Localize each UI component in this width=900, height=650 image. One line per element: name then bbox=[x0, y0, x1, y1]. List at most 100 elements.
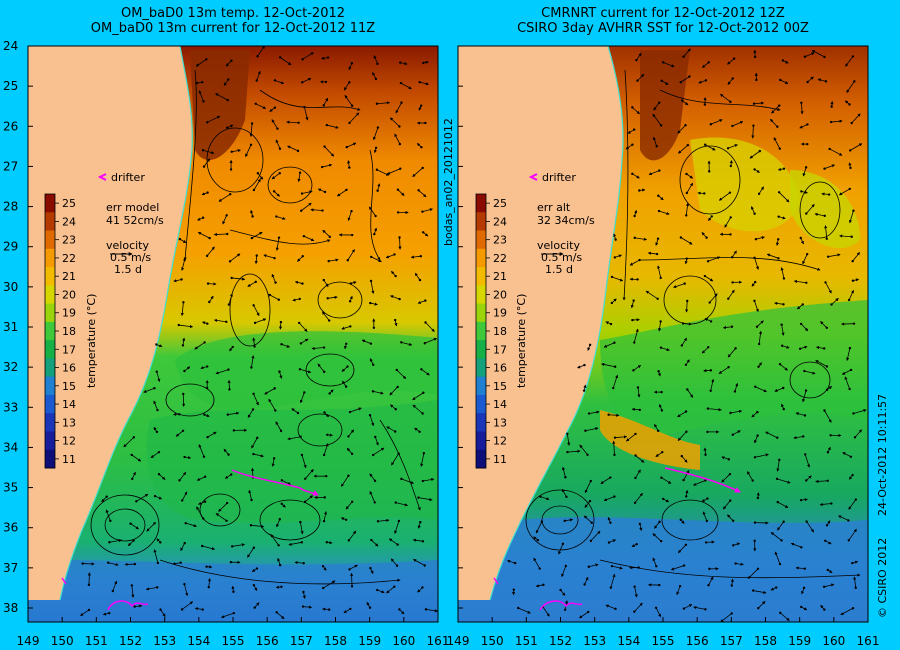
x-tick-label: 158 bbox=[324, 634, 347, 648]
colorbar-swatch bbox=[476, 248, 486, 268]
y-tick-label: 27 bbox=[3, 159, 18, 173]
y-tick-label: 29 bbox=[3, 240, 18, 254]
colorbar-tick-label: 22 bbox=[493, 252, 507, 265]
colorbar-swatch bbox=[476, 394, 486, 414]
left-current-arrows bbox=[80, 46, 438, 620]
left-velocity-time: 1.5 d bbox=[114, 263, 142, 276]
y-tick-label: 25 bbox=[3, 79, 18, 93]
x-tick-label: 153 bbox=[153, 634, 176, 648]
colorbar-tick-label: 17 bbox=[493, 343, 507, 356]
right-title-line1: CMRNRT current for 12-Oct-2012 12Z bbox=[541, 6, 785, 21]
colorbar-tick-label: 21 bbox=[62, 270, 76, 283]
colorbar-swatch bbox=[45, 340, 55, 359]
left-drifter-legend-label: drifter bbox=[111, 171, 145, 184]
right-velocity-time: 1.5 d bbox=[545, 263, 573, 276]
x-tick-label: 150 bbox=[481, 634, 504, 648]
right-map bbox=[458, 46, 868, 622]
colorbar-swatch bbox=[476, 267, 486, 286]
colorbar-tick-label: 20 bbox=[493, 288, 507, 301]
y-tick-label: 37 bbox=[3, 561, 18, 575]
x-tick-label: 151 bbox=[515, 634, 538, 648]
y-tick-label: 28 bbox=[3, 200, 18, 214]
x-tick-label: 157 bbox=[720, 634, 743, 648]
colorbar-tick-label: 13 bbox=[493, 416, 507, 429]
colorbar-tick-label: 12 bbox=[493, 435, 507, 448]
x-tick-label: 157 bbox=[290, 634, 313, 648]
left-title-line2: OM_baD0 13m current for 12-Oct-2012 11Z bbox=[90, 21, 376, 36]
x-tick-label: 155 bbox=[222, 634, 245, 648]
colorbar-swatch bbox=[45, 431, 55, 451]
right-drifter-track-south bbox=[539, 600, 583, 611]
colorbar-tick-label: 15 bbox=[62, 380, 76, 393]
x-tick-label: 154 bbox=[617, 634, 640, 648]
y-tick-label: 33 bbox=[3, 400, 18, 414]
left-colorbar: 25 24 23 22 21 20 19 18 17 16 15 14 13 12 11 bbox=[44, 193, 76, 469]
x-tick-label: 154 bbox=[187, 634, 210, 648]
colorbar-swatch bbox=[476, 285, 486, 305]
colorbar-tick-label: 24 bbox=[493, 215, 507, 228]
x-tick-label: 156 bbox=[256, 634, 279, 648]
x-tick-label: 158 bbox=[754, 634, 777, 648]
colorbar-swatch bbox=[476, 413, 486, 432]
colorbar-tick-label: 14 bbox=[493, 398, 507, 411]
right-velocity-box: velocity 0.5 m/s 1.5 d bbox=[537, 240, 582, 276]
timestamp-label: 24-Oct-2012 10:11:57 bbox=[876, 393, 889, 516]
colorbar-tick-label: 16 bbox=[62, 362, 76, 375]
y-tick-label: 31 bbox=[3, 320, 18, 334]
colorbar-swatch bbox=[476, 431, 486, 451]
left-error-box: err model 41 52cm/s bbox=[106, 201, 164, 227]
colorbar-swatch bbox=[476, 230, 486, 250]
left-velocity-label: velocity bbox=[106, 239, 149, 252]
colorbar-swatch bbox=[45, 394, 55, 414]
credit-label: © CSIRO 2012 bbox=[876, 537, 889, 618]
colorbar-tick-label: 15 bbox=[493, 380, 507, 393]
left-title-line1: OM_baD0 13m temp. 12-Oct-2012 bbox=[120, 6, 346, 21]
right-velocity-label: velocity bbox=[537, 239, 580, 252]
credit-text: CSIRO 2012 bbox=[876, 537, 889, 604]
right-panel-title: CMRNRT current for 12-Oct-2012 12Z CSIRO… bbox=[458, 6, 868, 36]
right-coastline bbox=[489, 46, 624, 601]
colorbar-swatch bbox=[476, 340, 486, 359]
run-id-label: bodas_an02_20121012 bbox=[442, 118, 455, 246]
colorbar-swatch bbox=[476, 376, 486, 396]
colorbar-tick-label: 23 bbox=[493, 234, 507, 247]
colorbar-tick-label: 20 bbox=[62, 288, 76, 301]
colorbar-swatch bbox=[45, 413, 55, 432]
x-tick-label: 159 bbox=[788, 634, 811, 648]
colorbar-tick-label: 12 bbox=[62, 435, 76, 448]
colorbar-swatch bbox=[476, 194, 486, 213]
left-colorbar-label: temperature (°C) bbox=[85, 293, 98, 388]
colorbar-tick-label: 24 bbox=[62, 215, 76, 228]
x-tick-label: 151 bbox=[85, 634, 108, 648]
y-tick-label: 30 bbox=[3, 280, 18, 294]
left-panel-title: OM_baD0 13m temp. 12-Oct-2012 OM_baD0 13… bbox=[28, 6, 438, 36]
colorbar-swatch bbox=[45, 321, 55, 341]
colorbar-swatch bbox=[476, 212, 486, 232]
colorbar-tick-label: 25 bbox=[62, 197, 76, 210]
right-colorbar-label: temperature (°C) bbox=[515, 293, 528, 388]
colorbar-swatch bbox=[476, 303, 486, 323]
colorbar-tick-label: 16 bbox=[493, 362, 507, 375]
colorbar-swatch bbox=[476, 358, 486, 378]
left-velocity-scale: 0.5 m/s bbox=[110, 251, 152, 264]
colorbar-tick-label: 23 bbox=[62, 234, 76, 247]
left-velocity-box: velocity 0.5 m/s 1.5 d bbox=[106, 240, 151, 276]
left-map bbox=[28, 46, 438, 622]
x-tick-label: 152 bbox=[119, 634, 142, 648]
colorbar-swatch bbox=[45, 285, 55, 305]
colorbar-swatch bbox=[476, 449, 486, 469]
left-drifter-track bbox=[231, 469, 319, 496]
colorbar-tick-label: 11 bbox=[493, 453, 507, 466]
x-tick-label: 155 bbox=[652, 634, 675, 648]
x-tick-label: 160 bbox=[392, 634, 415, 648]
x-tick-label: 161 bbox=[857, 634, 880, 648]
y-tick-label: 26 bbox=[3, 119, 18, 133]
colorbar-tick-label: 21 bbox=[493, 270, 507, 283]
right-land bbox=[458, 46, 624, 600]
colorbar-tick-label: 22 bbox=[62, 252, 76, 265]
y-tick-label: 36 bbox=[3, 521, 18, 535]
colorbar-swatch bbox=[45, 230, 55, 250]
